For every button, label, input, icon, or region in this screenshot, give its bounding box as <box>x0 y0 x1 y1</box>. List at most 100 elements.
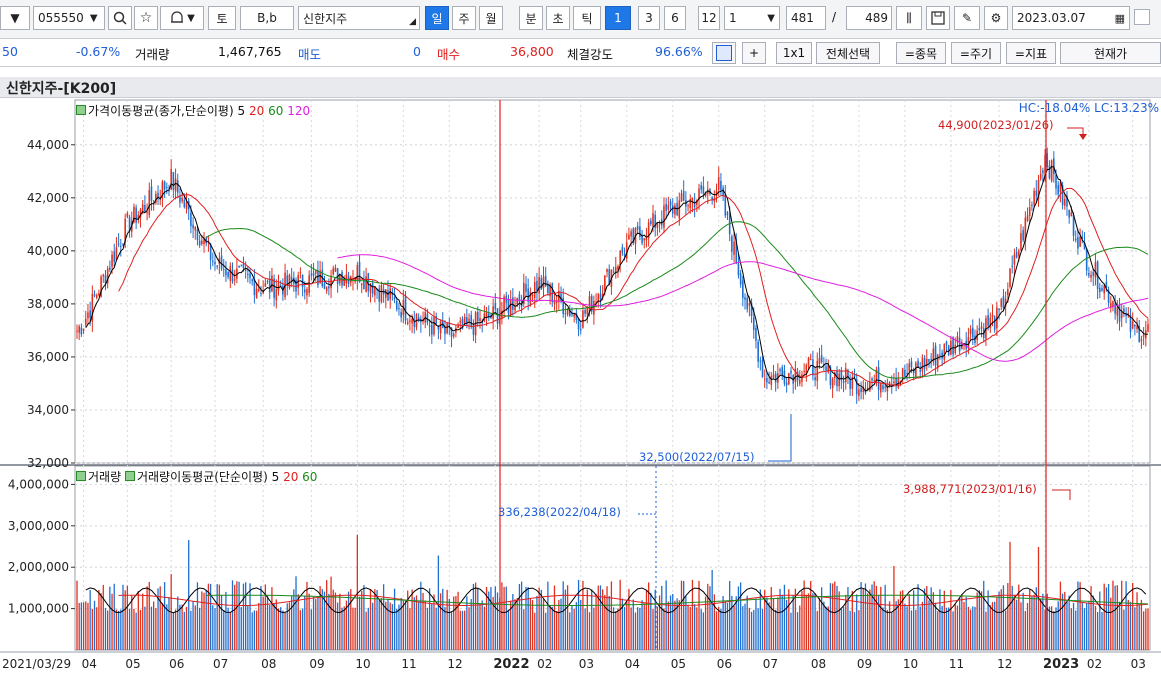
magnifier-svg <box>113 11 127 25</box>
candle-body <box>1092 272 1095 276</box>
unit-select[interactable]: 1 ▼ <box>724 6 780 30</box>
candle-body <box>358 261 361 283</box>
candle-body <box>943 343 946 360</box>
select-all-button[interactable]: 전체선택 <box>816 42 880 64</box>
candle-body <box>525 283 527 292</box>
range-total-input[interactable]: 489 <box>846 6 892 30</box>
volume-pane-frame <box>74 465 1151 651</box>
candle-body <box>179 196 181 203</box>
candle-body <box>687 205 689 207</box>
candle-body <box>231 269 234 282</box>
candle-body <box>882 385 884 390</box>
candle-body <box>431 324 433 335</box>
star-icon[interactable]: ☆ <box>134 6 158 30</box>
period-button[interactable]: =주기 <box>951 42 1001 64</box>
price-partial: 50 <box>2 44 18 59</box>
date-input[interactable]: 2023.03.07 ▦ <box>1012 6 1130 30</box>
count-button-1[interactable]: 1 <box>605 6 631 30</box>
candle-body <box>827 362 830 373</box>
to-button[interactable]: 토 <box>208 6 236 30</box>
index-button[interactable]: =지표 <box>1006 42 1056 64</box>
candle-body <box>571 314 573 316</box>
x-axis-label: 2022 <box>493 657 529 672</box>
candle-body <box>950 340 952 355</box>
tab-period-second[interactable]: 초 <box>546 6 570 30</box>
gear-icon[interactable]: ⚙ <box>984 6 1008 30</box>
candle-body <box>551 283 554 303</box>
search-icon[interactable] <box>108 6 132 30</box>
candle-body <box>155 193 157 204</box>
add-button[interactable]: + <box>742 42 766 64</box>
candle-body <box>238 265 240 268</box>
candle-body <box>1031 204 1033 206</box>
volume-value: 1,467,765 <box>218 44 282 59</box>
count-button-3[interactable]: 3 <box>638 6 660 30</box>
candle-body <box>989 317 992 328</box>
tab-period-month[interactable]: 월 <box>479 6 503 30</box>
candle-body <box>656 224 659 228</box>
candle-body <box>722 187 724 196</box>
bell-icon[interactable]: ▼ <box>160 6 204 30</box>
save-icon[interactable] <box>926 6 950 30</box>
candle-body <box>993 316 996 330</box>
candle-body <box>1127 313 1130 316</box>
volume-legend-label: 거래량 <box>88 470 122 484</box>
unit-select-value: 1 <box>729 11 737 25</box>
candle-body <box>1057 185 1060 195</box>
candle-body <box>479 317 481 322</box>
pencil-icon[interactable]: ✎ <box>954 6 980 30</box>
candle-type-icon[interactable]: ⫼ <box>896 6 922 30</box>
candle-body <box>174 178 177 192</box>
candle-body <box>781 367 784 375</box>
menu-dropdown-button[interactable]: ▼ <box>0 6 30 30</box>
candle-body <box>1035 190 1038 196</box>
candle-body <box>785 382 788 386</box>
candle-body <box>928 359 930 362</box>
stock-name-field[interactable]: 신한지주 ◢ <box>298 6 420 30</box>
x-axis-label: 05 <box>671 657 686 671</box>
candle-body <box>343 279 346 286</box>
candle-body <box>746 297 748 310</box>
price-ma-line-20 <box>118 187 1149 386</box>
item-button[interactable]: =종목 <box>896 42 946 64</box>
tab-period-minute[interactable]: 분 <box>519 6 543 30</box>
x-axis-label: 06 <box>717 657 732 671</box>
candle-body <box>461 318 464 329</box>
candle-body <box>547 284 549 293</box>
candle-body <box>317 270 319 286</box>
candle-body <box>614 266 617 273</box>
bb-button[interactable]: B,b <box>240 6 294 30</box>
tab-period-day[interactable]: 일 <box>425 6 449 30</box>
candle-body <box>293 277 295 284</box>
candle-body <box>586 307 589 315</box>
candle-body <box>522 282 525 304</box>
candle-body <box>704 192 707 197</box>
count-button-12[interactable]: 12 <box>698 6 720 30</box>
candle-body <box>568 309 571 316</box>
candle-body <box>271 275 273 292</box>
stock-code-input[interactable]: 055550 ▼ <box>33 6 105 30</box>
candle-body <box>360 283 363 285</box>
count-button-6[interactable]: 6 <box>664 6 686 30</box>
option-checkbox[interactable] <box>1134 9 1150 25</box>
range-start-input[interactable]: 481 <box>786 6 826 30</box>
volume-high-annotation: 3,988,771(2023/01/16) <box>903 482 1037 496</box>
color-box-button[interactable] <box>712 42 736 64</box>
chevron-down-icon: ▼ <box>89 12 98 24</box>
candle-body <box>855 379 858 395</box>
candle-body <box>807 357 810 366</box>
candle-body <box>203 238 205 245</box>
candle-body <box>919 370 922 372</box>
candle-body <box>183 199 186 208</box>
candle-body <box>921 357 924 372</box>
candle-body <box>996 307 998 329</box>
candle-body <box>236 268 238 279</box>
tab-period-tick[interactable]: 틱 <box>573 6 601 30</box>
layout-button[interactable]: 1x1 <box>776 42 812 64</box>
candle-body <box>702 186 705 194</box>
tab-period-week[interactable]: 주 <box>452 6 476 30</box>
candle-body <box>214 261 216 265</box>
candle-body <box>146 211 148 213</box>
candle-body <box>367 272 370 291</box>
